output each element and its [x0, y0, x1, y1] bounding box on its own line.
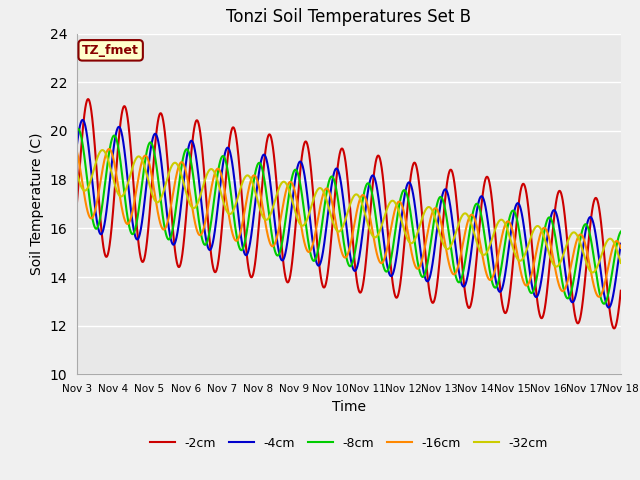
-8cm	[74, 126, 82, 132]
-32cm	[305, 211, 313, 216]
Line: -8cm: -8cm	[77, 129, 621, 304]
X-axis label: Time: Time	[332, 400, 366, 414]
-32cm	[607, 236, 614, 241]
-8cm	[617, 229, 625, 235]
-16cm	[617, 245, 625, 251]
Line: -16cm: -16cm	[77, 149, 621, 297]
-16cm	[168, 201, 175, 207]
-2cm	[84, 96, 92, 102]
-16cm	[305, 249, 313, 255]
-16cm	[607, 253, 614, 259]
-2cm	[135, 244, 143, 250]
Text: TZ_fmet: TZ_fmet	[82, 44, 139, 57]
-32cm	[548, 258, 556, 264]
Line: -4cm: -4cm	[77, 120, 621, 308]
-2cm	[168, 207, 175, 213]
-8cm	[305, 244, 313, 250]
-4cm	[305, 209, 313, 215]
-4cm	[605, 305, 612, 311]
-2cm	[73, 202, 81, 208]
-4cm	[282, 250, 289, 255]
-4cm	[168, 238, 175, 244]
-16cm	[548, 247, 556, 253]
-16cm	[135, 172, 143, 178]
-32cm	[617, 260, 625, 266]
-8cm	[282, 217, 289, 223]
-4cm	[617, 241, 625, 247]
Legend: -2cm, -4cm, -8cm, -16cm, -32cm: -2cm, -4cm, -8cm, -16cm, -32cm	[145, 432, 553, 455]
-2cm	[282, 275, 289, 280]
-32cm	[135, 154, 143, 159]
-2cm	[548, 239, 556, 245]
Y-axis label: Soil Temperature (C): Soil Temperature (C)	[30, 133, 44, 275]
-32cm	[282, 180, 289, 186]
-2cm	[305, 151, 313, 157]
-16cm	[595, 294, 603, 300]
-8cm	[548, 218, 556, 224]
Title: Tonzi Soil Temperatures Set B: Tonzi Soil Temperatures Set B	[227, 9, 471, 26]
Line: -32cm: -32cm	[77, 150, 621, 273]
-8cm	[135, 204, 143, 210]
-4cm	[135, 234, 143, 240]
-2cm	[607, 312, 614, 318]
-32cm	[168, 164, 175, 169]
-4cm	[73, 143, 81, 149]
-4cm	[607, 303, 614, 309]
-16cm	[282, 190, 289, 195]
-32cm	[99, 147, 106, 153]
-32cm	[73, 169, 81, 175]
-8cm	[600, 301, 608, 307]
-4cm	[79, 117, 86, 123]
-4cm	[548, 211, 556, 216]
-2cm	[611, 325, 618, 331]
-8cm	[607, 280, 614, 286]
-32cm	[589, 270, 596, 276]
-16cm	[105, 146, 113, 152]
-8cm	[73, 127, 81, 132]
-16cm	[73, 148, 81, 154]
-2cm	[617, 288, 625, 294]
-8cm	[168, 232, 175, 238]
Line: -2cm: -2cm	[77, 99, 621, 328]
